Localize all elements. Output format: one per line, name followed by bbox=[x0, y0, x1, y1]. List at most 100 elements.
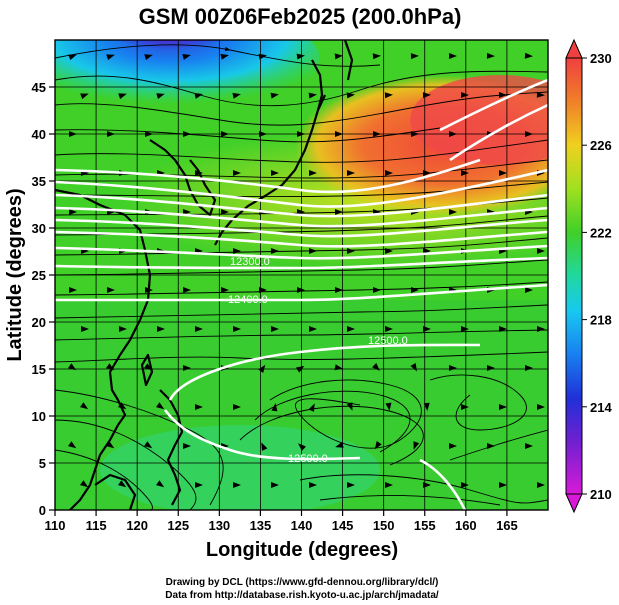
streamline bbox=[269, 379, 422, 449]
colorbar-ticks: 210 214 218 222 226 230 bbox=[582, 51, 612, 502]
x-tick-label: 145 bbox=[332, 518, 354, 533]
coastline-kamchatka bbox=[343, 40, 354, 81]
wind-arrowhead bbox=[524, 52, 533, 59]
y-tick-label: 10 bbox=[32, 409, 46, 424]
wind-arrowhead bbox=[487, 365, 495, 371]
wind-arrowhead bbox=[486, 52, 495, 59]
wind-arrowhead bbox=[118, 93, 127, 100]
grid-lines bbox=[55, 40, 548, 510]
wind-arrowhead bbox=[385, 326, 393, 332]
wind-arrowhead bbox=[461, 482, 469, 488]
wind-arrowhead bbox=[271, 326, 279, 332]
streamline bbox=[449, 429, 548, 461]
plot-area: 12300.0 12500.0 12400.0 12500.0 bbox=[55, 40, 548, 510]
wind-arrowhead bbox=[308, 403, 315, 412]
y-tick-label: 15 bbox=[32, 362, 46, 377]
colorbar-tick-label: 226 bbox=[590, 138, 612, 153]
y-tick-label: 5 bbox=[39, 456, 46, 471]
wind-arrowhead bbox=[233, 248, 241, 254]
streamline bbox=[55, 44, 381, 67]
wind-arrowhead bbox=[118, 402, 127, 410]
wind-arrowhead bbox=[308, 92, 317, 99]
wind-arrowhead bbox=[385, 170, 393, 176]
wind-arrowhead bbox=[487, 443, 495, 449]
streamline bbox=[254, 390, 411, 453]
wind-arrowhead bbox=[194, 93, 203, 99]
wind-arrowhead bbox=[144, 363, 153, 371]
contour-line bbox=[449, 103, 548, 162]
colorbar-bottom-triangle bbox=[565, 493, 583, 514]
wind-arrowhead bbox=[309, 326, 317, 332]
y-tick-label: 40 bbox=[32, 127, 46, 142]
wind-arrowhead bbox=[271, 170, 279, 176]
contour-line bbox=[55, 168, 548, 208]
y-tick-label: 30 bbox=[32, 221, 46, 236]
wind-arrowhead bbox=[69, 209, 77, 215]
streamline bbox=[55, 351, 548, 363]
contour-line bbox=[55, 158, 481, 194]
wind-arrowhead bbox=[183, 209, 191, 215]
wind-arrowhead bbox=[221, 209, 229, 215]
y-axis: 0 5 10 15 20 25 30 35 40 45 bbox=[32, 80, 55, 518]
wind-arrowhead bbox=[461, 326, 469, 332]
field-cyan-tropics bbox=[100, 425, 380, 510]
wind-arrowhead bbox=[413, 441, 420, 450]
streamline bbox=[55, 237, 548, 256]
wind-arrowhead bbox=[68, 54, 77, 61]
y-tick-label: 45 bbox=[32, 80, 46, 95]
contour-label: 12400.0 bbox=[228, 294, 268, 306]
wind-arrowhead bbox=[309, 482, 317, 488]
wind-arrowhead bbox=[270, 92, 279, 99]
wind-arrowhead bbox=[347, 326, 355, 332]
wind-arrowhead bbox=[297, 209, 305, 215]
wind-arrowhead bbox=[297, 287, 305, 293]
wind-arrowhead bbox=[144, 54, 153, 60]
wind-arrowhead bbox=[183, 287, 191, 293]
wind-arrowhead bbox=[106, 441, 115, 449]
wind-arrowhead bbox=[106, 363, 115, 371]
wind-arrowhead bbox=[537, 326, 545, 332]
wind-arrowhead bbox=[385, 482, 393, 488]
y-tick-label: 20 bbox=[32, 315, 46, 330]
x-tick-label: 140 bbox=[291, 518, 313, 533]
wind-arrowhead bbox=[233, 326, 241, 332]
wind-arrowhead bbox=[271, 482, 279, 488]
wind-arrowhead bbox=[195, 326, 203, 332]
wind-arrowhead bbox=[525, 443, 533, 449]
streamline bbox=[55, 127, 441, 143]
colorbar-tick-label: 222 bbox=[590, 225, 612, 240]
contour-line bbox=[439, 78, 548, 132]
wind-arrowhead bbox=[220, 53, 229, 60]
contour-label: 12300.0 bbox=[230, 256, 270, 268]
wind-arrowhead bbox=[335, 442, 344, 448]
wind-arrowhead bbox=[233, 170, 241, 176]
wind-arrowhead bbox=[81, 326, 89, 332]
wind-arrowhead bbox=[183, 443, 191, 449]
colorbar-tick-label: 210 bbox=[590, 487, 612, 502]
wind-arrowhead bbox=[157, 326, 165, 332]
wind-arrowhead bbox=[261, 442, 268, 451]
contour-line bbox=[55, 256, 548, 270]
streamline bbox=[55, 70, 548, 107]
coastline-sakhalin bbox=[311, 59, 324, 111]
wind-arrowhead bbox=[537, 248, 545, 254]
wind-arrowhead bbox=[525, 287, 533, 293]
wind-arrowhead bbox=[499, 482, 507, 488]
contour-line bbox=[55, 218, 548, 238]
wind-arrowhead bbox=[80, 93, 89, 100]
wind-arrowhead bbox=[309, 170, 317, 176]
wind-arrowhead bbox=[374, 441, 382, 450]
wind-arrowhead bbox=[335, 287, 343, 293]
contour-labels: 12300.0 12500.0 12400.0 12500.0 bbox=[228, 256, 408, 465]
wind-arrowhead bbox=[385, 402, 392, 411]
credit-drawing: Drawing by DCL (https://www.gfd-dennou.o… bbox=[166, 577, 439, 588]
wind-arrowhead bbox=[499, 170, 507, 176]
wind-arrowhead bbox=[298, 443, 306, 451]
y-tick-label: 35 bbox=[32, 174, 46, 189]
x-tick-label: 120 bbox=[126, 518, 148, 533]
x-tick-label: 160 bbox=[455, 518, 477, 533]
wind-arrowhead bbox=[195, 482, 203, 488]
wind-arrowhead bbox=[156, 93, 165, 99]
streamline bbox=[55, 181, 548, 198]
